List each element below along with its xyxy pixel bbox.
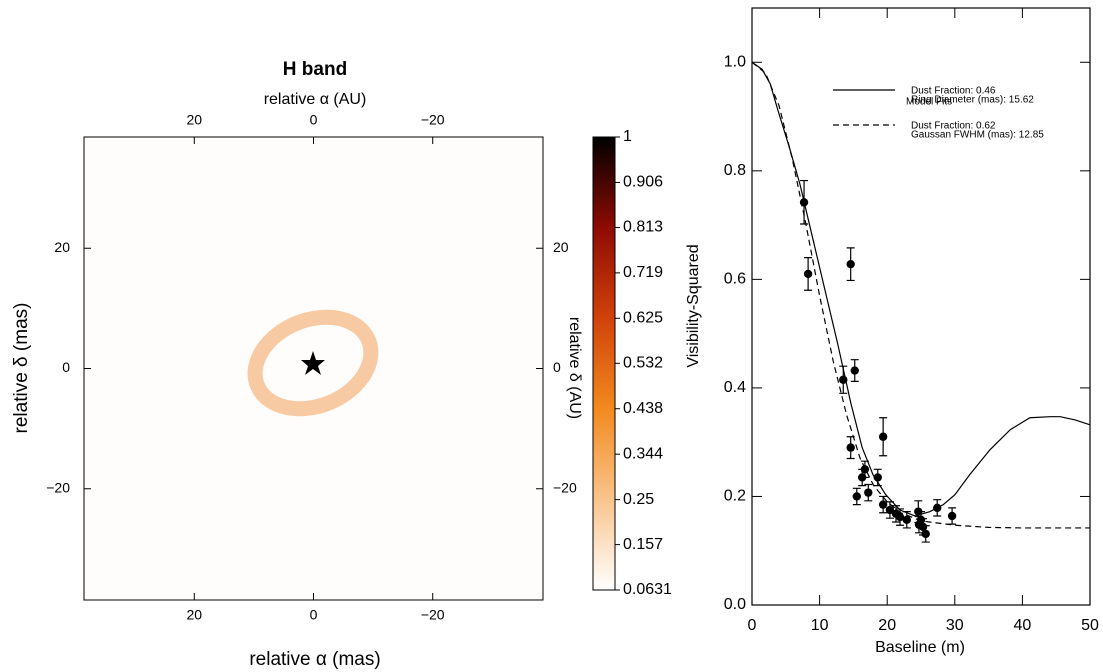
y-axis-label: relative δ (mas) [11, 303, 32, 434]
x-tick-label: 50 [1081, 617, 1099, 634]
data-point [839, 375, 848, 384]
data-point [885, 505, 895, 515]
ring [247, 309, 379, 417]
colorbar-tick-label: 0.0631 [623, 581, 672, 598]
data-point [873, 473, 882, 482]
y2-axis-label: relative δ (AU) [566, 317, 583, 419]
x2-tick-label: 0 [310, 112, 318, 128]
colorbar-tick-label: 0.906 [623, 174, 663, 191]
star [301, 351, 325, 375]
y-tick-label: 0 [62, 359, 70, 375]
visibility-panel: Baseline (m) Visibility-Squared Model Fi… [685, 7, 1099, 656]
x2-axis-label: relative α (AU) [264, 91, 367, 108]
data-point [860, 465, 870, 474]
x-tick-label: 10 [811, 617, 829, 634]
data-point [864, 488, 873, 497]
y-tick-label: 0.8 [724, 162, 746, 179]
image-panel: H band relative α (AU) relative α (mas) … [11, 59, 672, 670]
x-axis-label: relative α (mas) [249, 649, 380, 670]
data-point [895, 512, 905, 522]
x-axis-label: Baseline (m) [875, 639, 965, 656]
legend-label: Gaussan FWHM (mas): 12.85 [911, 130, 1044, 141]
data-point [933, 503, 942, 513]
y-axis-label: Visibility-Squared [685, 244, 702, 367]
y-tick-label: 20 [54, 239, 70, 255]
x-tick-label: 40 [1014, 617, 1032, 634]
y2-tick-label: 0 [553, 359, 561, 375]
plot-frame [751, 7, 1091, 606]
y2-tick-label: −20 [553, 479, 577, 495]
x-tick-label: 30 [946, 617, 964, 634]
colorbar-tick-label: 0.813 [623, 219, 663, 236]
y-tick-label: 1.0 [724, 53, 746, 70]
colorbar [592, 136, 616, 591]
x2-tick-label: −20 [421, 112, 445, 128]
data-point [846, 443, 855, 452]
x-tick-label: 0 [748, 617, 757, 634]
x-tick-label: 20 [878, 617, 896, 634]
y-tick-label: 0.6 [724, 271, 746, 288]
y2-tick-label: 20 [553, 239, 569, 255]
data-point [918, 522, 928, 532]
colorbar-tick-label: 0.532 [623, 355, 663, 372]
data-point [947, 511, 957, 521]
legend-label: Ring Diameter (mas): 15.62 [911, 95, 1034, 106]
colorbar-tick-label: 0.719 [623, 264, 663, 281]
data-point [878, 432, 888, 441]
data-point [852, 492, 861, 501]
legend-label: Dust Fraction: 0.46 [911, 86, 996, 97]
data-point [921, 529, 930, 539]
data-point [803, 269, 813, 279]
data-point [799, 198, 809, 207]
colorbar-tick-label: 0.344 [623, 445, 663, 462]
colorbar-tick-label: 0.25 [623, 491, 654, 508]
panel-title: H band [283, 59, 347, 80]
data-point [916, 515, 926, 524]
colorbar-tick-label: 0.625 [623, 310, 663, 327]
y-tick-label: 0.0 [724, 596, 746, 613]
data-point [878, 500, 888, 509]
x-tick-label: 20 [186, 607, 202, 623]
model-line [751, 61, 1090, 529]
y-tick-label: 0.2 [724, 488, 746, 505]
x-tick-label: 0 [310, 607, 318, 623]
data-point [902, 515, 912, 524]
x-tick-label: −20 [421, 607, 445, 623]
colorbar-tick-label: 0.157 [623, 536, 663, 553]
colorbar-tick-label: 0.438 [623, 400, 663, 417]
y-tick-label: 0.4 [724, 379, 746, 396]
data-point [850, 366, 859, 375]
legend-title: Model Fits [906, 97, 952, 108]
data-point [846, 259, 855, 269]
legend-label: Dust Fraction: 0.62 [911, 121, 996, 132]
colorbar-tick-label: 1 [623, 128, 632, 145]
y-tick-label: −20 [46, 479, 70, 495]
x2-tick-label: 20 [186, 112, 202, 128]
